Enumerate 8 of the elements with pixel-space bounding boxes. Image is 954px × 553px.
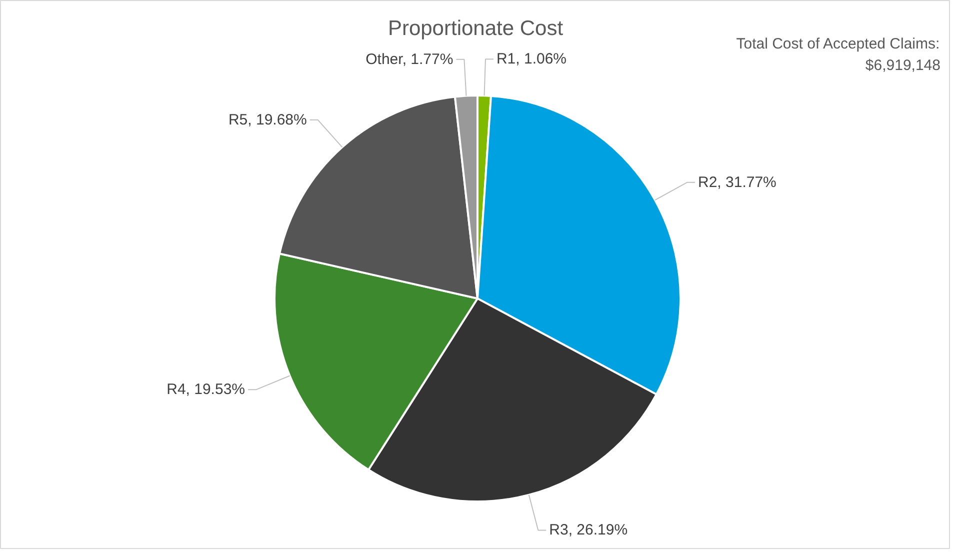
slice-label: R4, 19.53%	[166, 381, 245, 398]
text: Total Cost of Accepted Claims: $6,919,148	[736, 36, 941, 74]
slice-label: R2, 31.77%	[698, 174, 776, 191]
slice-label: R3, 26.19%	[549, 522, 628, 539]
slice-label: R1, 1.06%	[496, 50, 567, 68]
slice-label: Other, 1.77%	[366, 50, 454, 68]
slice-label: R5, 19.68%	[228, 111, 307, 128]
chart-title: Proportionate Cost	[388, 17, 564, 40]
